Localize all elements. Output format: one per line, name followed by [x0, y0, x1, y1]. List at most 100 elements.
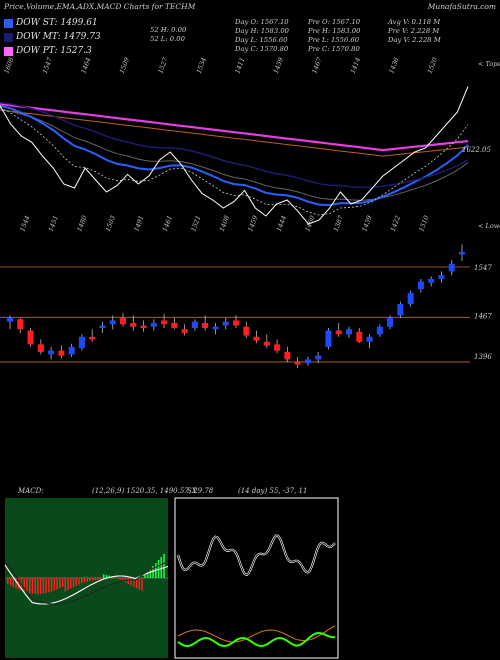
top-tick-label: 1608	[2, 56, 15, 74]
candle-body	[68, 346, 75, 355]
candle-body	[150, 322, 157, 327]
candle-body	[17, 319, 24, 330]
bottom-tick-label: 1461	[161, 214, 174, 232]
candle-body	[315, 355, 322, 360]
bottom-tick-label: 1422	[389, 214, 402, 232]
macd-histogram-bar	[64, 578, 67, 592]
week52-high: 52 H: 0.00	[150, 26, 187, 34]
macd-histogram-bar	[61, 578, 64, 587]
pre-volume: Pre V: 2.228 M	[388, 27, 440, 35]
candle-body	[37, 344, 44, 352]
macd-histogram-bar	[26, 578, 28, 593]
candle-body	[356, 331, 363, 342]
top-tick-label: 1459	[272, 56, 285, 74]
top-tick-label: 1547	[41, 56, 54, 75]
macd-histogram-bar	[83, 578, 86, 583]
bottom-tick-label: 1544	[18, 214, 31, 232]
site-name: MunafaSutra.com	[427, 2, 496, 11]
macd-histogram-bar	[152, 566, 154, 578]
candle-body	[161, 320, 168, 325]
candle-body	[243, 326, 250, 336]
macd-histogram-bar	[127, 578, 130, 585]
candle-body	[325, 330, 332, 347]
macd-histogram-bar	[105, 574, 108, 578]
macd-histogram-bar	[59, 578, 61, 589]
macd-histogram-bar	[34, 578, 36, 594]
adx-panel	[174, 497, 339, 659]
macd-histogram-bar	[56, 578, 58, 590]
macd-histogram-bar	[31, 578, 34, 594]
candle-body	[202, 322, 209, 328]
legend-dow-st: DOW ST: 1499.61	[4, 18, 98, 28]
ema-corner-label: < Tope	[478, 60, 500, 68]
macd-histogram-bar	[45, 578, 47, 594]
candle-body	[387, 317, 394, 327]
candle-body	[58, 350, 65, 356]
price-line	[0, 86, 469, 225]
macd-histogram-bar	[163, 554, 165, 578]
macd-histogram-bar	[39, 578, 42, 594]
avg-volume: Avg V: 0.118 M	[388, 18, 441, 26]
bottom-tick-label: 1459	[246, 214, 259, 232]
adx-orange-line	[177, 625, 336, 643]
macd-histogram-bar	[135, 578, 138, 589]
candle-body	[78, 336, 85, 349]
candle-body	[438, 275, 445, 279]
macd-histogram-bar	[97, 578, 99, 580]
adx-values: (14 day) 55, -37, 11	[238, 487, 308, 495]
pre-low: Pre L: 1556.60	[308, 36, 360, 44]
macd-histogram-bar	[53, 578, 56, 591]
pre-high: Pre H: 1583.00	[308, 27, 361, 35]
ema-blue-line	[0, 104, 469, 207]
legend-swatch-navy	[4, 32, 13, 42]
pre-close: Pre C: 1570.80	[308, 45, 360, 53]
macd-histogram-bar	[108, 575, 110, 578]
candle-body	[89, 336, 96, 340]
candle-body	[191, 321, 198, 328]
candle-body	[417, 281, 424, 290]
ema-navy-line	[0, 101, 469, 189]
candle-body	[48, 350, 55, 355]
macd-histogram-bar	[72, 578, 75, 588]
top-tick-label: 1436	[387, 56, 400, 74]
bottom-tick-label: 1408	[218, 214, 231, 232]
level-label: 1547	[474, 264, 492, 272]
macd-histogram-bar	[138, 578, 141, 590]
adx-overlap-label: SX	[187, 487, 197, 495]
macd-signal-line	[4, 560, 169, 605]
macd-histogram-bar	[146, 572, 149, 578]
macd-histogram-bar	[94, 578, 97, 581]
day-open: Day O: 1567.10	[235, 18, 289, 26]
bottom-tick-label: 1387	[332, 214, 345, 233]
chart-title: Price,Volume,EMA,ADX,MACD Charts for TEC…	[4, 2, 196, 11]
macd-histogram-bar	[141, 578, 143, 591]
macd-histogram-bar	[102, 574, 105, 578]
candle-body	[263, 341, 270, 346]
adx-frame	[174, 497, 339, 659]
bottom-tick-label: 1521	[189, 214, 202, 232]
macd-histogram-bar	[9, 578, 12, 586]
macd-histogram-bar	[15, 578, 17, 589]
legend-dow-pt: DOW PT: 1527.3	[4, 46, 92, 56]
macd-histogram-bar	[100, 578, 102, 581]
candle-body	[7, 317, 13, 322]
candle-body	[397, 304, 404, 316]
macd-histogram-bar	[116, 578, 119, 579]
pre-open: Pre O: 1567.10	[308, 18, 361, 26]
week52-low: 52 L: 0.00	[150, 35, 185, 43]
macd-histogram-bar	[91, 578, 94, 581]
candle-body	[376, 326, 383, 335]
day-high: Day H: 1583.00	[235, 27, 289, 35]
candle-body	[181, 329, 188, 334]
legend-dow-st-label: DOW ST: 1499.61	[16, 18, 98, 28]
candle-body	[253, 336, 260, 341]
bottom-tick-label: 1480	[75, 214, 88, 232]
macd-histogram-bar	[81, 578, 83, 584]
bottom-tick-label: 1451	[47, 214, 60, 232]
candle-body	[212, 326, 219, 330]
macd-histogram-bar	[67, 578, 69, 590]
candle-body	[459, 252, 465, 255]
bottom-tick-label: 1439	[360, 214, 373, 232]
candle-body	[171, 322, 178, 328]
